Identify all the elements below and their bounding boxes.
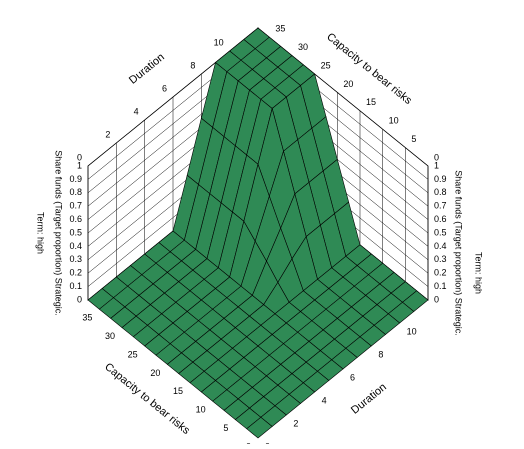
z-tick-label: 0.2	[434, 268, 447, 278]
z-tick-label: 1	[434, 160, 439, 170]
z-tick-label: 0.4	[434, 241, 447, 251]
x-tick-label: 10	[214, 37, 224, 47]
z-tick-label: 0.9	[434, 174, 447, 184]
x-tick-label: 8	[190, 60, 195, 70]
z-axis-title: Share funds (Target proportion) Strategi…	[454, 170, 464, 336]
y-tick-label: 15	[173, 386, 183, 396]
z-axis-title: Term: high	[474, 252, 484, 294]
x-axis-title: Duration	[127, 51, 167, 87]
x-tick-label: 4	[134, 106, 139, 116]
x-tick-label: 6	[350, 372, 355, 382]
z-tick-label: 0.8	[434, 187, 447, 197]
z-tick-label: 0	[77, 294, 82, 304]
y-tick-label: 35	[275, 24, 285, 34]
z-tick-label: 0.3	[434, 254, 447, 264]
surface-cell	[246, 416, 273, 439]
z-tick-label: 0.5	[434, 227, 447, 237]
y-tick-label: 30	[298, 42, 308, 52]
z-tick-label: 0.2	[69, 268, 82, 278]
x-tick-label: 8	[378, 349, 383, 359]
z-axis-title: Term: high	[36, 212, 46, 254]
z-tick-label: 0.1	[69, 281, 82, 291]
z-tick-label: 0.8	[69, 187, 82, 197]
z-tick-label: 0.1	[434, 281, 447, 291]
y-tick-label: 5	[411, 134, 416, 144]
z-tick-label: 0.7	[434, 201, 447, 211]
z-axis-title: Share funds (Target proportion) Strategi…	[54, 150, 64, 316]
x-axis-title: Duration	[349, 381, 389, 417]
x-tick-label: 0	[77, 152, 82, 162]
y-tick-label: 20	[343, 79, 353, 89]
x-tick-label: 4	[322, 395, 327, 405]
y-tick-label: 0	[434, 152, 439, 162]
y-tick-label: 5	[223, 423, 228, 433]
y-tick-label: 20	[150, 368, 160, 378]
y-tick-label: 30	[105, 331, 115, 341]
z-tick-label: 0.5	[69, 227, 82, 237]
x-tick-label: 2	[293, 418, 298, 428]
x-tick-label: 6	[162, 83, 167, 93]
y-tick-label: 35	[82, 313, 92, 323]
z-tick-label: 0.4	[69, 241, 82, 251]
z-tick-label: 0.9	[69, 174, 82, 184]
y-tick-label: 10	[196, 405, 206, 415]
x-tick-label: 2	[105, 129, 110, 139]
z-tick-label: 0.3	[69, 254, 82, 264]
y-tick-label: 25	[321, 60, 331, 70]
y-tick-label: 15	[366, 97, 376, 107]
z-tick-label: 0	[434, 294, 439, 304]
y-tick-label: 25	[128, 349, 138, 359]
x-tick-label: 10	[407, 326, 417, 336]
z-tick-label: 0.7	[69, 201, 82, 211]
z-tick-label: 0.6	[69, 214, 82, 224]
z-tick-label: 0.6	[434, 214, 447, 224]
y-tick-label: 10	[389, 116, 399, 126]
z-tick-label: 1	[77, 160, 82, 170]
